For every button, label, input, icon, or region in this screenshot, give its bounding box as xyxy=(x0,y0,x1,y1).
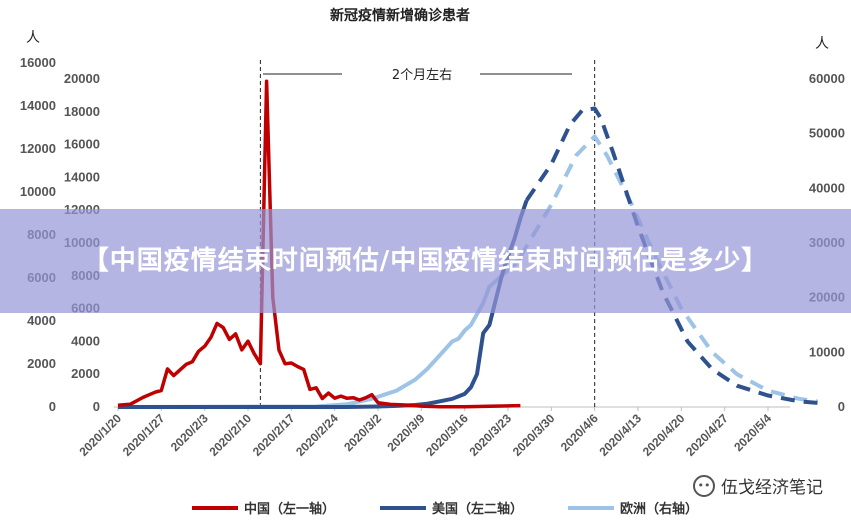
wechat-icon: •• xyxy=(693,474,715,497)
left2-tick-label: 14000 xyxy=(64,169,100,184)
legend: 中国（左一轴） 美国（左二轴） 欧洲（右轴） xyxy=(192,501,698,517)
watermark-text: 伍戈经济笔记 xyxy=(721,478,823,498)
left1-tick-label: 2000 xyxy=(27,356,56,371)
x-tick-label: 2020/1/20 xyxy=(76,411,124,459)
overlay-banner-text: 【中国疫情结束时间预估/中国疫情结束时间预估是多少】 xyxy=(82,246,769,276)
legend-label: 欧洲（右轴） xyxy=(620,501,698,517)
x-tick-label: 2020/3/2 xyxy=(341,411,384,454)
x-tick-label: 2020/2/10 xyxy=(206,411,254,459)
chart-title: 新冠疫情新增确诊患者 xyxy=(330,7,470,24)
annotation-group: 2个月左右 xyxy=(263,68,572,83)
x-tick-label: 2020/2/17 xyxy=(250,411,298,459)
watermark: •• 伍戈经济笔记 xyxy=(693,473,823,498)
right-tick-label: 50000 xyxy=(809,126,845,141)
left1-tick-label: 12000 xyxy=(20,141,56,156)
x-tick-label: 2020/5/4 xyxy=(731,411,774,454)
left-axis-unit: 人 xyxy=(26,30,40,46)
left1-tick-label: 0 xyxy=(49,399,56,414)
left2-tick-label: 18000 xyxy=(64,104,100,119)
right-tick-label: 0 xyxy=(838,399,845,414)
x-tick-label: 2020/3/23 xyxy=(466,411,514,459)
right-axis-unit: 人 xyxy=(815,36,829,52)
left1-tick-label: 14000 xyxy=(20,98,56,113)
left2-tick-label: 2000 xyxy=(71,366,100,381)
series-line xyxy=(117,79,521,409)
right-tick-label: 10000 xyxy=(809,344,845,359)
overlay-banner: 【中国疫情结束时间预估/中国疫情结束时间预估是多少】 xyxy=(0,209,851,313)
left1-tick-label: 4000 xyxy=(27,313,56,328)
left2-tick-label: 0 xyxy=(93,399,100,414)
left2-tick-label: 16000 xyxy=(64,137,100,152)
x-tick-label: 2020/4/27 xyxy=(683,411,731,459)
x-tick-label: 2020/2/24 xyxy=(293,411,341,459)
annotation-label: 2个月左右 xyxy=(392,68,452,83)
x-tick-label: 2020/3/16 xyxy=(423,411,471,459)
right-tick-label: 60000 xyxy=(809,71,845,86)
left2-tick-label: 4000 xyxy=(71,333,100,348)
x-tick-label: 2020/3/9 xyxy=(385,411,428,454)
x-tick-label: 2020/4/6 xyxy=(558,411,601,454)
series-line-forecast xyxy=(524,106,818,405)
x-tick-label: 2020/2/3 xyxy=(168,411,211,454)
x-tick-label: 2020/1/27 xyxy=(120,411,168,459)
x-tick-label: 2020/4/20 xyxy=(640,411,688,459)
left1-tick-label: 10000 xyxy=(20,184,56,199)
left2-tick-label: 20000 xyxy=(64,71,100,86)
right-tick-label: 40000 xyxy=(809,180,845,195)
legend-label: 中国（左一轴） xyxy=(244,501,335,517)
x-tick-label: 2020/3/30 xyxy=(510,411,558,459)
legend-label: 美国（左二轴） xyxy=(432,501,523,517)
left1-tick-label: 16000 xyxy=(20,55,56,70)
x-tick-label: 2020/4/13 xyxy=(596,411,644,459)
